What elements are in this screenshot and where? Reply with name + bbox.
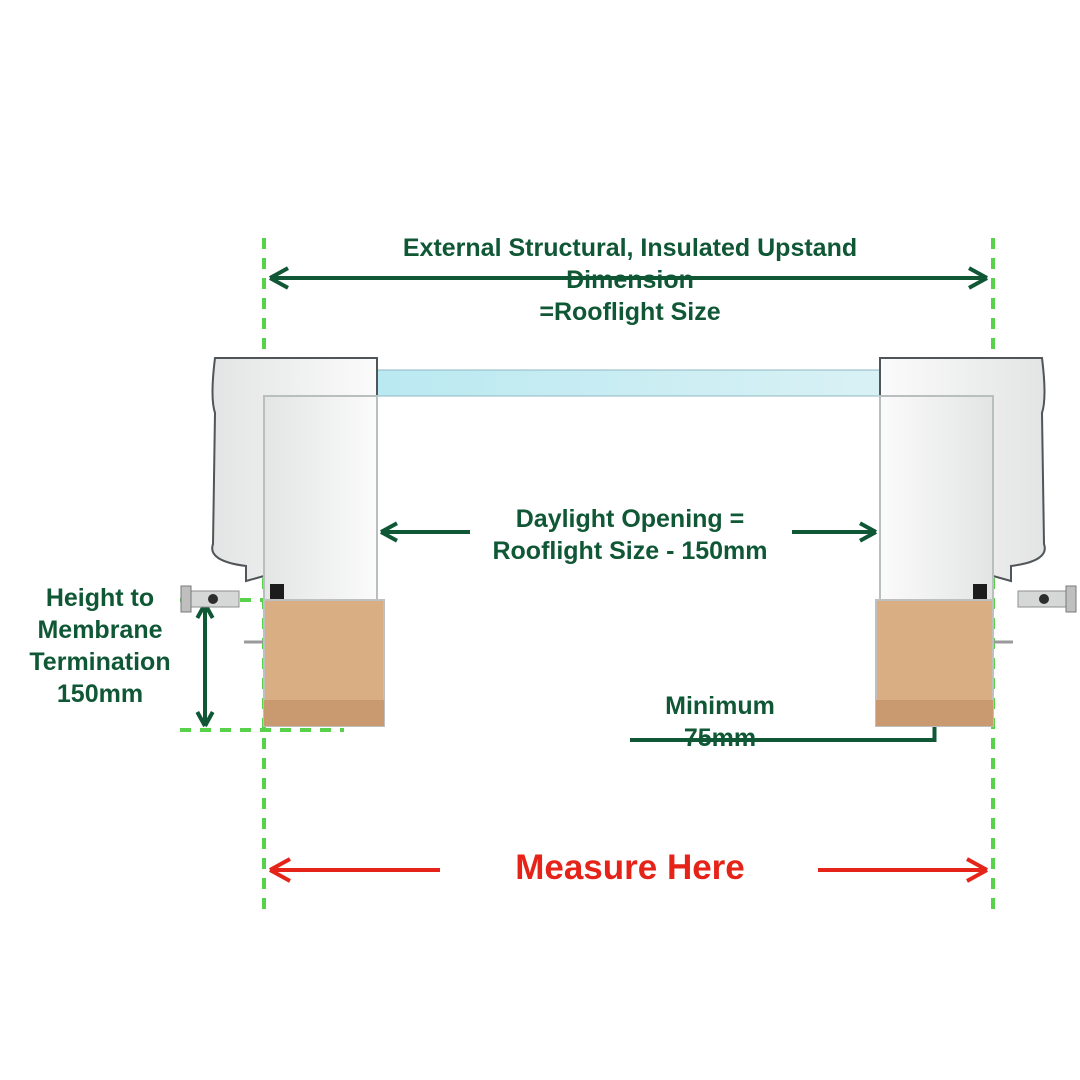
rooflight-frame-left	[181, 358, 377, 616]
label-min-line1: Minimum	[665, 692, 775, 720]
label-height-line2: Membrane	[37, 616, 162, 644]
rooflight-frame-right	[880, 358, 1076, 616]
label-height-line3: Termination	[29, 648, 170, 676]
label-daylight-opening: Daylight Opening = Rooflight Size - 150m…	[470, 503, 790, 567]
label-external-upstand: External Structural, Insulated Upstand D…	[300, 232, 960, 328]
label-min-line2: 75mm	[684, 724, 756, 752]
label-daylight-line2: Rooflight Size - 150mm	[492, 537, 767, 565]
label-height-line1: Height to	[46, 584, 154, 612]
label-top-line1: External Structural, Insulated Upstand	[403, 234, 857, 262]
label-height-line4: 150mm	[57, 680, 143, 708]
label-minimum-75: Minimum 75mm	[620, 690, 820, 754]
label-daylight-line1: Daylight Opening =	[516, 505, 745, 533]
fixing-right	[1018, 586, 1076, 612]
glass-pane	[278, 370, 980, 396]
label-height-to-membrane: Height to Membrane Termination 150mm	[10, 582, 190, 710]
dimension-arrow-height-to-membrane	[197, 604, 212, 726]
label-measure-here: Measure Here	[440, 848, 820, 888]
label-top-line2: Dimension	[566, 266, 694, 294]
timber-left-shade	[264, 700, 384, 726]
label-top-line3: =Rooflight Size	[539, 298, 720, 326]
label-measure-text: Measure Here	[515, 848, 745, 887]
timber-right-shade	[876, 700, 993, 726]
